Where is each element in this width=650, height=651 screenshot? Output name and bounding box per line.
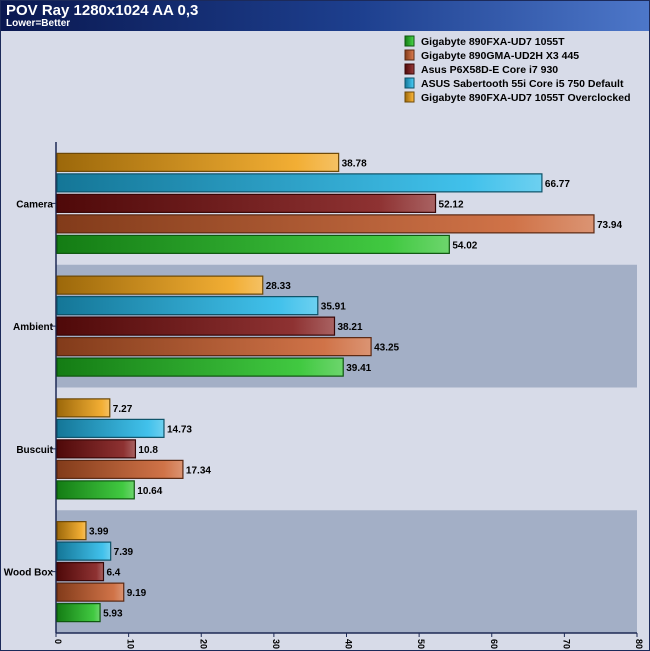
x-tick-label: 0 xyxy=(53,639,63,644)
data-label: 39.41 xyxy=(346,363,371,374)
bar xyxy=(56,480,135,500)
data-label: 38.21 xyxy=(338,322,363,333)
bar xyxy=(56,214,595,234)
x-tick-label: 60 xyxy=(489,639,499,649)
bar xyxy=(56,316,336,336)
x-tick-label: 80 xyxy=(634,639,644,649)
bar xyxy=(56,152,340,172)
data-label: 52.12 xyxy=(439,199,464,210)
bar xyxy=(56,398,111,418)
data-label: 9.19 xyxy=(127,588,147,599)
data-label: 54.02 xyxy=(452,240,477,251)
bar xyxy=(56,562,105,582)
bar xyxy=(56,541,112,561)
category-label: Buscuit xyxy=(16,445,53,456)
data-label: 6.4 xyxy=(106,568,120,579)
bar xyxy=(56,357,344,377)
data-label: 73.94 xyxy=(597,220,622,231)
bar xyxy=(56,173,543,193)
bar xyxy=(56,418,165,438)
x-tick-label: 20 xyxy=(198,639,208,649)
chart-title: POV Ray 1280x1024 AA 0,3 xyxy=(6,2,199,19)
x-tick-label: 10 xyxy=(126,639,136,649)
category-label: Ambient xyxy=(13,322,54,333)
bar xyxy=(56,459,184,479)
data-label: 28.33 xyxy=(266,281,291,292)
category-label: Camera xyxy=(16,199,53,210)
data-label: 14.73 xyxy=(167,424,192,435)
legend-label: Gigabyte 890GMA-UD2H X3 445 xyxy=(421,50,579,62)
category-label: Wood Box xyxy=(4,568,54,579)
data-label: 5.93 xyxy=(103,609,123,620)
bar xyxy=(56,193,437,213)
data-label: 17.34 xyxy=(186,465,211,476)
category-band xyxy=(56,387,637,511)
bar xyxy=(56,603,101,623)
legend-swatch xyxy=(404,63,415,75)
x-tick-label: 30 xyxy=(271,639,281,649)
bar xyxy=(56,582,125,602)
bar xyxy=(56,521,87,541)
title-bar: POV Ray 1280x1024 AA 0,3 Lower=Better xyxy=(1,1,649,31)
bar xyxy=(56,234,450,254)
data-label: 38.78 xyxy=(342,158,367,169)
bar xyxy=(56,296,319,316)
legend-label: Gigabyte 890FXA-UD7 1055T xyxy=(421,36,565,48)
data-label: 10.8 xyxy=(138,445,158,456)
data-label: 7.39 xyxy=(114,547,134,558)
data-label: 35.91 xyxy=(321,302,346,313)
bar xyxy=(56,275,264,295)
x-tick-label: 70 xyxy=(561,639,571,649)
x-tick-label: 50 xyxy=(416,639,426,649)
legend-swatch xyxy=(404,49,415,61)
x-tick-label: 40 xyxy=(344,639,354,649)
data-label: 10.64 xyxy=(137,486,162,497)
bar xyxy=(56,439,137,459)
category-band xyxy=(56,510,637,633)
data-label: 3.99 xyxy=(89,527,109,538)
chart-subtitle: Lower=Better xyxy=(6,18,71,29)
data-label: 7.27 xyxy=(113,404,133,415)
legend-label: Asus P6X58D-E Core i7 930 xyxy=(421,64,558,76)
legend-label: Gigabyte 890FXA-UD7 1055T Overclocked xyxy=(421,92,631,104)
legend-swatch xyxy=(404,35,415,47)
legend-label: ASUS Sabertooth 55i Core i5 750 Default xyxy=(421,78,624,90)
data-label: 43.25 xyxy=(374,343,399,354)
data-label: 66.77 xyxy=(545,179,570,190)
legend-swatch xyxy=(404,91,415,103)
legend-swatch xyxy=(404,77,415,89)
bar xyxy=(56,337,372,357)
